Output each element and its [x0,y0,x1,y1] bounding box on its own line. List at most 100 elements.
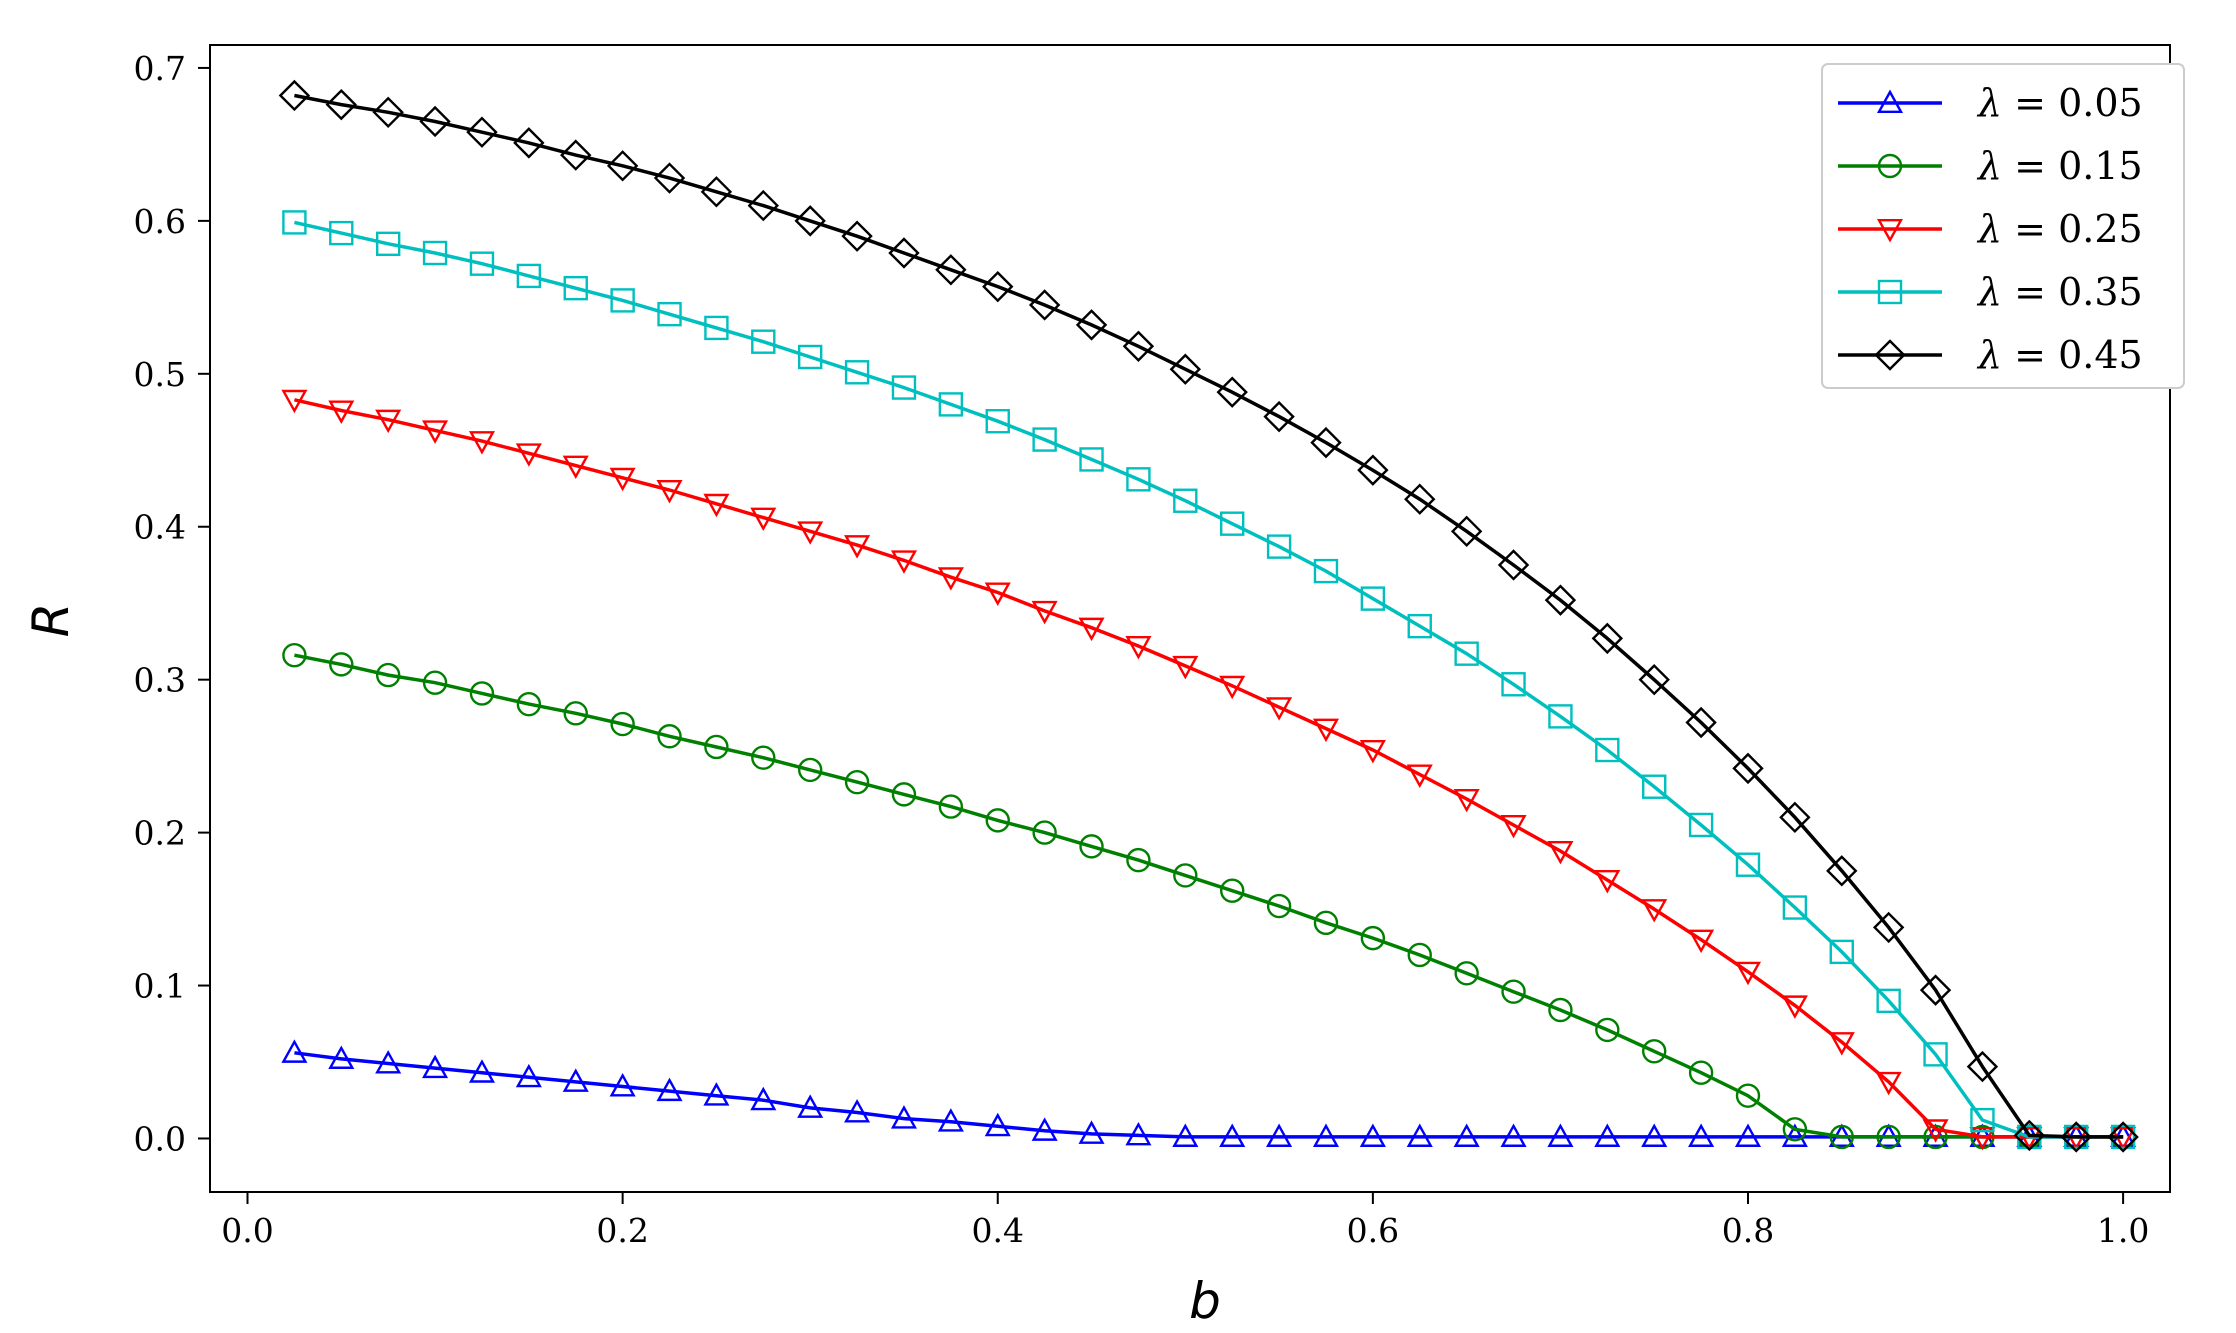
data-point [1079,834,1104,859]
data-point [1829,939,1854,965]
data-point [985,409,1010,434]
data-point [516,263,542,289]
data-point [841,220,873,252]
data-point [1688,1123,1715,1147]
data-point [797,1094,824,1118]
series-line [294,220,2124,1139]
data-point [1360,925,1386,951]
data-point [844,769,870,795]
data-point [1966,1050,1999,1083]
data-point [1313,558,1339,584]
series-0.25 [281,389,2137,1151]
data-point [794,205,826,237]
data-point [1548,704,1573,729]
x-tick-label: 0.0 [221,1211,273,1250]
data-point [610,288,635,313]
data-point [844,1099,871,1123]
data-point [1173,863,1198,888]
data-point [606,150,639,182]
x-tick-label: 0.8 [1722,1211,1774,1250]
data-point [422,670,448,695]
data-point [1732,752,1764,785]
x-axis-label: b [1189,1272,1221,1330]
data-point [1312,718,1340,743]
data-point [609,1073,636,1097]
data-point [797,521,824,545]
data-point [610,711,635,737]
data-point [891,375,917,400]
legend-symbol: λ [1976,333,2002,377]
series-line [294,93,2124,1139]
data-point [609,467,636,492]
data-point [2013,1119,2046,1152]
series-0.15 [282,643,2136,1150]
data-point [1453,1123,1480,1147]
legend-equals: = [2002,81,2058,125]
legend-equals: = [2002,333,2058,377]
series-0.45 [278,79,2139,1153]
data-point [1406,1123,1433,1147]
legend: λ = 0.05λ = 0.15λ = 0.25λ = 0.35λ = 0.45 [1821,63,2185,389]
legend-symbol: λ [1976,144,2002,188]
data-point [1922,1119,1949,1143]
data-point [1220,511,1245,536]
data-point [1169,353,1202,385]
data-point [466,116,498,148]
data-point [657,724,682,749]
data-point [1453,788,1480,813]
legend-symbol: λ [1976,81,2002,125]
data-point [1078,617,1105,642]
data-point [1031,1117,1058,1141]
data-point [1359,740,1386,764]
data-point [751,745,776,770]
data-point [422,240,448,266]
data-point [562,455,589,480]
data-point [1407,942,1432,968]
data-point [325,88,357,121]
data-point [937,567,964,591]
y-tick-label: 0.1 [134,967,186,1006]
data-point [1266,893,1292,919]
data-point [890,550,918,574]
data-point [1779,801,1811,834]
data-point [1642,774,1667,799]
data-point [1875,1071,1902,1096]
x-tick-label: 0.4 [972,1211,1024,1250]
data-point [1923,1124,1948,1150]
y-tick-label: 0.4 [134,508,186,547]
data-point [281,1039,308,1063]
x-tick-label: 0.2 [596,1211,648,1250]
legend-label: λ = 0.45 [1976,333,2143,377]
data-point [1781,1123,1808,1147]
data-point [751,329,776,354]
data-point [937,1108,964,1132]
data-point [328,1045,355,1069]
data-point [1969,1126,1996,1151]
data-point [1406,764,1433,788]
series-0.05 [281,1039,2137,1147]
legend-marker [1877,279,1903,305]
data-point [1079,447,1104,472]
data-point [1735,852,1761,877]
data-point [329,220,354,246]
series-line [294,398,2124,1139]
data-point [700,176,733,208]
y-tick-label: 0.5 [134,355,186,394]
data-point [1031,600,1058,625]
data-point [1734,1123,1762,1147]
legend-box [1821,63,2185,389]
data-point [1172,655,1199,680]
data-point [422,1054,449,1079]
data-point [1126,847,1151,873]
data-point [703,1082,730,1106]
data-point [1220,878,1245,903]
data-point [890,1105,918,1129]
legend-equals: = [2002,144,2058,188]
y-axis-label: R [22,603,80,638]
data-point [1500,814,1527,839]
data-point [1544,584,1577,616]
series-line [294,1051,2124,1139]
data-point [1501,979,1526,1004]
data-point [1782,895,1808,920]
